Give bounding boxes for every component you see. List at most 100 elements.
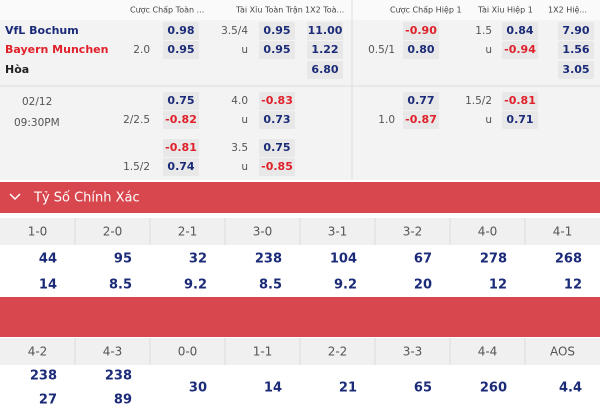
score-odds[interactable]: 278: [480, 252, 507, 267]
odds-value[interactable]: -0.94: [504, 43, 536, 56]
odds-value[interactable]: 0.73: [263, 113, 290, 126]
score-label: 3-3: [403, 345, 423, 359]
score-odds[interactable]: 95: [114, 252, 132, 267]
score-odds[interactable]: 260: [480, 381, 507, 396]
score-odds[interactable]: 27: [39, 393, 57, 408]
score-label: 2-0: [103, 225, 123, 239]
handicap-line: 1.5/2: [465, 95, 492, 107]
score-odds[interactable]: 104: [330, 252, 357, 267]
match-time: 09:30PM: [14, 117, 60, 129]
odds-box: [403, 92, 439, 110]
odds-value[interactable]: -0.90: [405, 24, 437, 37]
score-odds[interactable]: 4.4: [559, 381, 582, 396]
odds-box: [163, 41, 199, 59]
column-header: 1X2 Hiệ...: [548, 5, 587, 15]
score-odds[interactable]: 9.2: [334, 278, 357, 293]
odds-value[interactable]: 6.80: [311, 63, 338, 76]
odds-box: [259, 139, 295, 157]
odds-value[interactable]: 0.75: [263, 141, 290, 154]
match-date: 02/12: [22, 96, 52, 108]
score-odds[interactable]: 9.2: [184, 278, 207, 293]
odds-value[interactable]: -0.81: [165, 141, 197, 154]
score-label: 0-0: [178, 345, 198, 359]
odds-value[interactable]: 0.71: [506, 113, 533, 126]
column-header: 1X2 Toà...: [305, 6, 344, 15]
score-label: 4-2: [28, 345, 48, 359]
score-odds[interactable]: 21: [339, 381, 357, 396]
score-odds[interactable]: 238: [30, 369, 57, 384]
odds-value[interactable]: 3.05: [562, 63, 589, 76]
score-odds[interactable]: 8.5: [109, 278, 132, 293]
odds-value[interactable]: -0.83: [261, 94, 293, 107]
score-odds[interactable]: 238: [105, 369, 132, 384]
score-odds[interactable]: 20: [414, 278, 432, 293]
score-label: 1-0: [28, 225, 48, 239]
score-label: 1-1: [253, 345, 273, 359]
column-header: Cược Chấp Toàn ...: [130, 5, 204, 15]
odds-value[interactable]: 0.80: [407, 43, 434, 56]
odds-box: [259, 92, 295, 110]
odds-box: [403, 41, 439, 59]
odds-value[interactable]: 0.74: [167, 160, 194, 173]
score-label: 2-1: [178, 225, 198, 239]
odds-value[interactable]: 0.95: [167, 43, 194, 56]
odds-value[interactable]: -0.85: [261, 160, 293, 173]
score-odds[interactable]: 67: [414, 252, 432, 267]
handicap-line: u: [241, 114, 248, 126]
score-odds[interactable]: 14: [39, 278, 57, 293]
odds-box: [502, 92, 538, 110]
odds-value[interactable]: 11.00: [308, 24, 343, 37]
chevron[interactable]: [9, 193, 21, 201]
score-label: 3-1: [328, 225, 348, 239]
handicap-line: 2.0: [133, 44, 150, 56]
score-odds[interactable]: 65: [414, 381, 432, 396]
odds-value[interactable]: 0.75: [167, 94, 194, 107]
score-odds[interactable]: 12: [489, 278, 507, 293]
team-name: Hòa: [5, 63, 29, 76]
section-header[interactable]: [0, 182, 600, 213]
score-odds[interactable]: 89: [114, 393, 132, 408]
odds-value[interactable]: -0.87: [405, 113, 437, 126]
odds-box: [259, 41, 295, 59]
score-odds[interactable]: 14: [264, 381, 282, 396]
odds-value[interactable]: 0.84: [506, 24, 533, 37]
score-label: AOS: [550, 345, 575, 359]
odds-box: [502, 111, 538, 129]
handicap-line: 3.5: [231, 142, 248, 154]
odds-value[interactable]: 7.90: [562, 24, 589, 37]
odds-box: [163, 139, 199, 157]
section-title: Tỷ Số Chính Xác: [33, 191, 140, 206]
score-odds[interactable]: 8.5: [259, 278, 282, 293]
header-background: [0, 0, 600, 20]
odds-value[interactable]: 0.95: [263, 43, 290, 56]
odds-value[interactable]: 0.77: [407, 94, 434, 107]
odds-value[interactable]: 1.56: [562, 43, 589, 56]
score-odds[interactable]: 12: [564, 278, 582, 293]
score-odds[interactable]: 44: [39, 252, 57, 267]
score-odds[interactable]: 30: [189, 381, 207, 396]
odds-value[interactable]: 1.22: [311, 43, 338, 56]
odds-value[interactable]: 0.95: [263, 24, 290, 37]
handicap-line: u: [485, 44, 492, 56]
column-header: Cược Chấp Hiệp 1: [390, 5, 462, 15]
odds-box: [558, 22, 594, 40]
odds-box: [502, 41, 538, 59]
odds-box: [307, 22, 343, 40]
odds-value[interactable]: 0.98: [167, 24, 194, 37]
odds-value[interactable]: -0.82: [165, 113, 197, 126]
handicap-line: 1.5/2: [123, 161, 150, 173]
score-odds[interactable]: 238: [255, 252, 282, 267]
handicap-line: 1.5: [475, 25, 492, 37]
odds-box: [163, 92, 199, 110]
odds-box: [163, 111, 199, 129]
odds-value[interactable]: -0.81: [504, 94, 536, 107]
handicap-line: 0.5/1: [368, 44, 395, 56]
column-header: Tài Xỉu Toàn Trận: [235, 5, 303, 16]
odds-box: [259, 22, 295, 40]
score-label: 4-3: [103, 345, 123, 359]
score-odds[interactable]: 32: [189, 252, 207, 267]
odds-box: [307, 41, 343, 59]
score-odds[interactable]: 268: [555, 252, 582, 267]
handicap-line: 1.0: [378, 114, 395, 126]
